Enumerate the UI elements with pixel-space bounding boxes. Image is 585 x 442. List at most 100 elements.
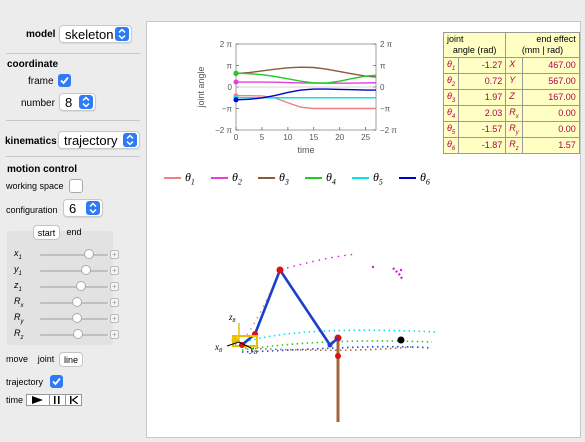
trajectory-point xyxy=(399,268,403,272)
legend-label: θ2 xyxy=(232,170,242,187)
trajectory-cyan xyxy=(234,329,438,346)
joint-symbol: θ4 xyxy=(442,104,460,122)
slider-row: z1 + xyxy=(14,280,134,294)
target-point xyxy=(397,336,405,344)
move-line-button[interactable]: line xyxy=(59,352,83,367)
legend-item: θ1 xyxy=(162,170,208,186)
kinematics-select[interactable]: trajectory xyxy=(58,131,140,149)
number-label: number xyxy=(21,98,55,109)
joint-angle-value: 2.03 xyxy=(458,104,507,122)
frame-checkbox[interactable] xyxy=(58,74,71,87)
number-select[interactable]: 8 xyxy=(59,93,96,111)
joint-symbol: θ3 xyxy=(442,88,460,106)
end-effector-joint xyxy=(239,342,245,348)
pause-button[interactable] xyxy=(50,395,66,405)
slider-expand-button[interactable]: + xyxy=(110,282,119,291)
y-tick-label: −2 π xyxy=(215,126,232,135)
frame-y-label: y8 xyxy=(249,344,257,356)
slider-row: Rx + xyxy=(14,296,134,310)
table-row: θ6 -1.87 Rz 1.57 xyxy=(442,136,580,154)
model-select[interactable]: skeleton xyxy=(59,25,132,43)
legend-item: θ3 xyxy=(256,170,302,186)
end-effect-symbol: Z xyxy=(505,88,523,106)
chevron-updown-icon xyxy=(123,133,137,147)
skip-back-icon xyxy=(70,396,78,404)
reset-button[interactable] xyxy=(66,395,81,405)
divider xyxy=(6,53,140,54)
x-tick-label: 25 xyxy=(361,133,370,142)
joint-symbol: θ1 xyxy=(442,56,460,74)
frame-y-axis xyxy=(238,341,252,349)
end-effect-value: 0.00 xyxy=(521,104,580,122)
slider-track[interactable] xyxy=(40,286,108,288)
play-icon xyxy=(32,396,43,404)
trajectory-checkbox[interactable] xyxy=(50,375,63,388)
configuration-select[interactable]: 6 xyxy=(63,199,103,217)
y-tick-label: 0 xyxy=(228,83,233,92)
y-tick-label: −π xyxy=(380,105,391,114)
x-tick-label: 10 xyxy=(283,133,292,142)
slider-track[interactable] xyxy=(40,254,108,256)
trajectory-magenta-end xyxy=(392,267,404,281)
y-tick-label: 2 π xyxy=(380,40,393,49)
x-tick-label: 15 xyxy=(309,133,318,142)
slider-expand-button[interactable]: + xyxy=(110,330,119,339)
slider-thumb[interactable] xyxy=(72,297,83,307)
legend-swatch xyxy=(305,177,322,179)
frame-z-label: z8 xyxy=(228,312,236,324)
slider-row: Ry + xyxy=(14,312,134,326)
slider-row: y1 + xyxy=(14,264,134,278)
configuration-select-value: 6 xyxy=(69,201,77,216)
motion-control-header: motion control xyxy=(7,164,77,175)
slider-track[interactable] xyxy=(40,270,108,272)
end-effect-symbol: Ry xyxy=(505,120,523,138)
slider-label: y1 xyxy=(14,264,22,277)
joint-angle-value: 1.97 xyxy=(458,88,507,106)
end-effect-value: 167.00 xyxy=(521,88,580,106)
x-tick-label: 5 xyxy=(260,133,265,142)
tab-start[interactable]: start xyxy=(33,225,60,240)
robot-joint xyxy=(276,266,284,274)
trajectory-point xyxy=(371,265,375,269)
end-effect-value: 467.00 xyxy=(521,56,580,74)
slider-thumb[interactable] xyxy=(75,281,86,291)
legend-swatch xyxy=(258,177,275,179)
slider-thumb[interactable] xyxy=(73,329,84,339)
y-tick-label: −2 π xyxy=(380,126,397,135)
working-space-checkbox[interactable] xyxy=(69,179,83,193)
legend-swatch xyxy=(352,177,369,179)
series-line-theta2 xyxy=(236,81,377,84)
plot-legend: θ1 θ2 θ3 θ4 θ5 θ6 xyxy=(162,170,442,186)
move-joint-button[interactable]: joint xyxy=(37,354,55,364)
end-effect-value: 567.00 xyxy=(521,72,580,90)
slider-expand-button[interactable]: + xyxy=(110,298,119,307)
legend-label: θ6 xyxy=(420,170,430,187)
table-row: θ2 0.72 Y 567.00 xyxy=(442,72,580,90)
slider-thumb[interactable] xyxy=(83,249,94,259)
y-tick-label: 2 π xyxy=(220,40,233,49)
pose-slider-group xyxy=(7,231,113,345)
joint-symbol: θ5 xyxy=(442,120,460,138)
slider-thumb[interactable] xyxy=(71,313,82,323)
slider-thumb[interactable] xyxy=(81,265,92,275)
slider-label: Rx xyxy=(14,296,24,309)
legend-item: θ4 xyxy=(303,170,349,186)
joint-table: joint angle (rad) end effect (mm | rad) … xyxy=(442,32,580,154)
series-line-theta6 xyxy=(235,88,376,101)
slider-expand-button[interactable]: + xyxy=(110,266,119,275)
table-row: θ1 -1.27 X 467.00 xyxy=(442,56,580,74)
series-line-theta1 xyxy=(236,94,376,110)
play-button[interactable] xyxy=(27,395,50,405)
series-start-point xyxy=(233,70,239,76)
slider-expand-button[interactable]: + xyxy=(110,314,119,323)
table-header-joint: joint angle (rad) xyxy=(442,32,507,58)
slider-expand-button[interactable]: + xyxy=(110,250,119,259)
x-tick-label: 0 xyxy=(234,133,239,142)
working-space-label: working space xyxy=(6,181,64,191)
chevron-updown-icon xyxy=(115,27,129,41)
legend-item: θ5 xyxy=(350,170,396,186)
tab-end[interactable]: end xyxy=(66,227,82,237)
model-label: model xyxy=(26,29,56,40)
time-label: time xyxy=(6,395,24,405)
